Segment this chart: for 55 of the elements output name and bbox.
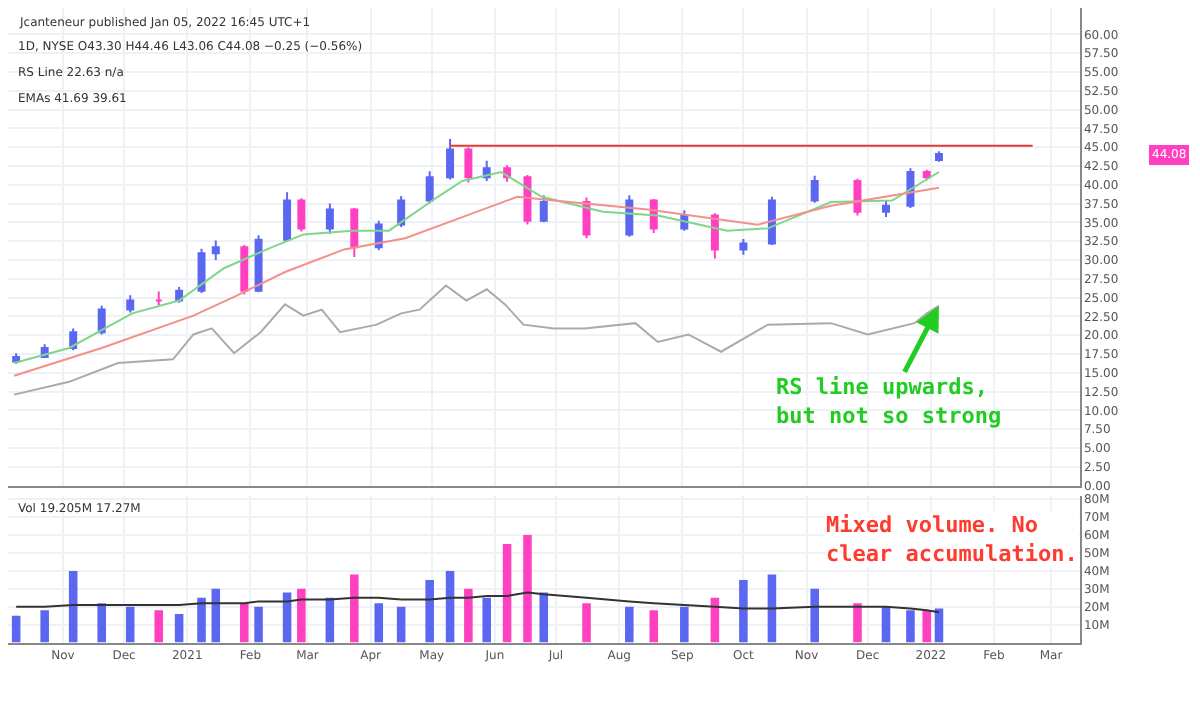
bar — [396, 606, 406, 643]
bar — [922, 610, 932, 643]
candlestick — [523, 173, 532, 226]
candlestick — [397, 195, 406, 228]
candlestick — [240, 243, 249, 296]
candlestick — [882, 199, 890, 219]
bar — [625, 606, 634, 643]
bar — [11, 615, 21, 643]
candlestick — [539, 194, 548, 224]
candlestick — [350, 207, 359, 258]
bar — [350, 574, 359, 643]
bar — [539, 592, 549, 643]
bar — [254, 606, 263, 643]
bar — [425, 579, 434, 643]
bar — [502, 544, 512, 643]
candlestick — [254, 234, 263, 294]
candlestick — [810, 174, 819, 204]
candlestick — [297, 197, 306, 233]
bar — [374, 603, 384, 643]
bar — [464, 588, 473, 643]
bar — [154, 610, 164, 643]
bar — [680, 606, 689, 643]
bar — [906, 610, 915, 643]
candlestick — [739, 237, 748, 256]
bar — [297, 588, 306, 643]
bar — [40, 610, 49, 643]
bar — [739, 579, 748, 643]
bar — [97, 603, 106, 643]
candlestick — [283, 191, 292, 243]
annotation: Mixed volume. No clear accumulation. — [826, 512, 1078, 567]
bar — [197, 597, 206, 643]
candlestick — [934, 150, 943, 163]
candlestick — [154, 290, 163, 307]
candlestick — [211, 239, 220, 261]
line-series — [15, 591, 940, 614]
candlestick — [325, 202, 334, 235]
candlestick — [446, 137, 455, 181]
bar — [523, 535, 532, 643]
bar — [810, 588, 819, 643]
bar — [68, 570, 78, 643]
candlestick — [853, 177, 862, 217]
bar — [240, 603, 249, 643]
annotation: RS line upwards, but not so strong — [776, 374, 1002, 429]
candlestick — [425, 170, 434, 205]
candlestick — [197, 247, 206, 295]
bar — [174, 613, 184, 643]
candlestick — [126, 294, 135, 314]
bar — [482, 597, 491, 643]
candlestick — [97, 304, 106, 336]
bar — [649, 610, 659, 643]
candlestick — [464, 146, 473, 184]
bar — [445, 570, 455, 643]
bar — [582, 603, 591, 643]
bar — [125, 606, 135, 643]
bar — [853, 603, 862, 643]
